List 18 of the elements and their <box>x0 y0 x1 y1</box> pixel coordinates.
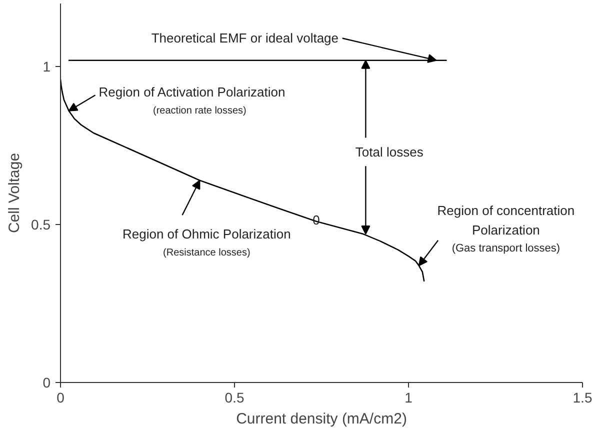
annotation: (reaction rate losses) <box>153 105 246 116</box>
y-tick-label: 0.5 <box>31 216 51 233</box>
y-tick-label: 1 <box>42 58 51 75</box>
annotation: (Resistance losses) <box>163 248 250 259</box>
x-tick-label: 1 <box>404 390 413 406</box>
annotation: Region of Activation Polarization <box>98 84 286 100</box>
annotation: Total losses <box>355 144 424 160</box>
x-tick-label: 0.5 <box>224 390 244 406</box>
x-tick-label: 0 <box>56 390 65 406</box>
annotation: (Gas transport losses) <box>452 242 560 255</box>
annotation: Region of Ohmic Polarization <box>122 226 291 242</box>
x-axis-title: Current density (mA/cm2) <box>236 410 407 428</box>
annotation: Region of concentration <box>437 202 575 218</box>
y-axis-title: Cell Voltage <box>6 152 24 234</box>
x-tick-label: 1.5 <box>572 390 592 406</box>
annotation: Polarization <box>472 222 540 238</box>
annotation: Theoretical EMF or ideal voltage <box>151 30 339 46</box>
y-tick-label: 0 <box>42 374 51 390</box>
